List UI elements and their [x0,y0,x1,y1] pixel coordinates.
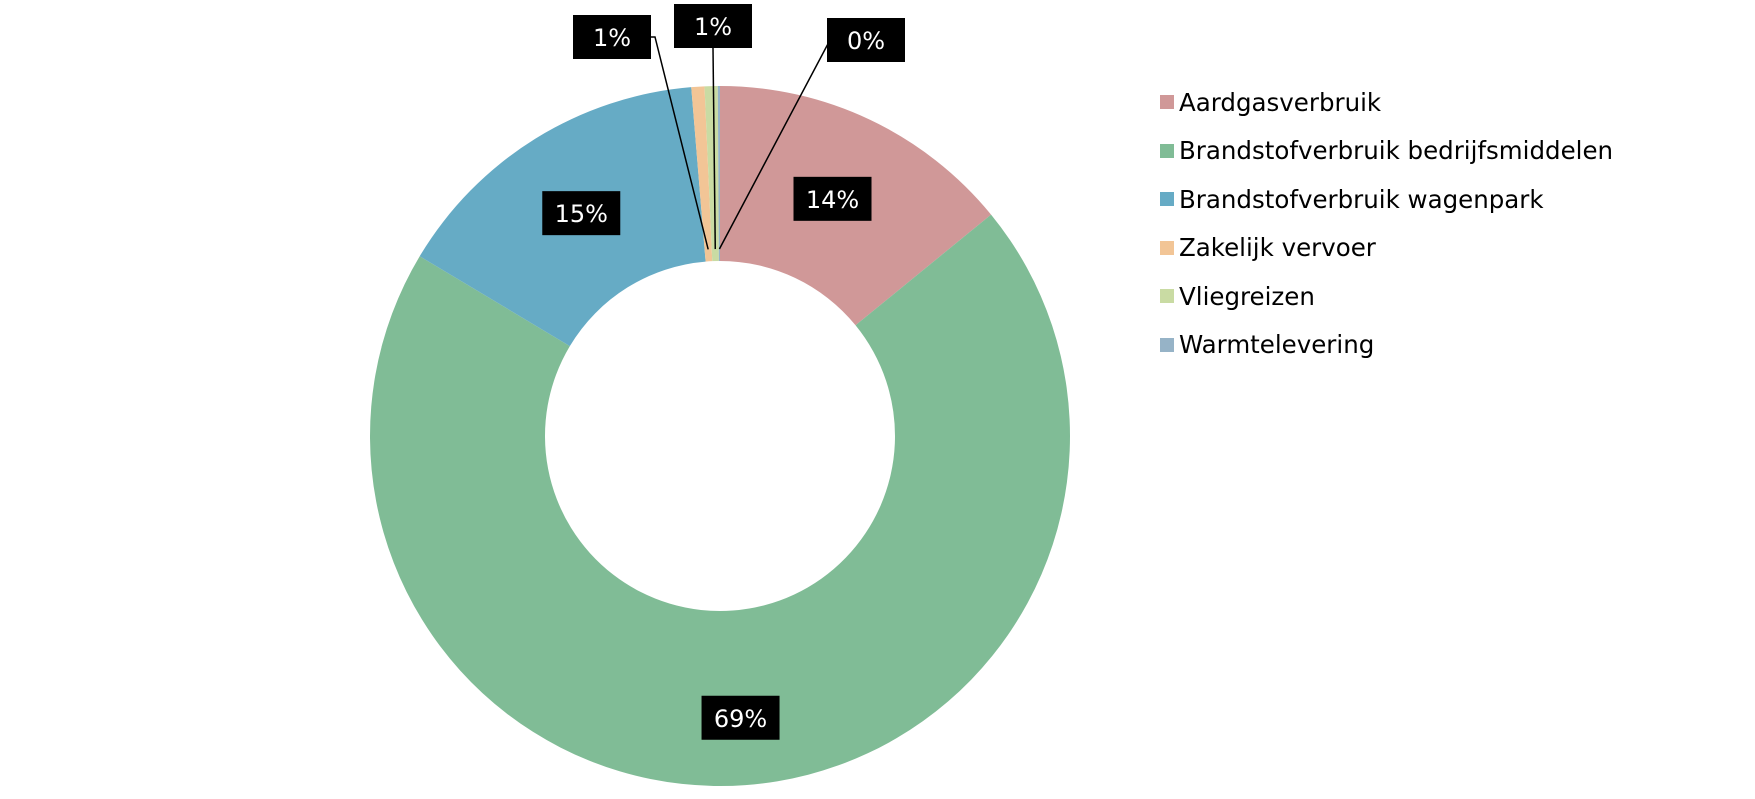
data-labels: 14% 69% 15% 1% 1% 0% [542,4,905,740]
data-label-box [573,15,651,59]
legend-item-aardgasverbruik: Aardgasverbruik [1160,78,1613,127]
legend-label: Vliegreizen [1179,281,1315,311]
legend-swatch [1160,240,1174,255]
legend-swatch [1160,143,1174,158]
slice-warmtelevering [717,86,720,262]
legend-swatch [1160,192,1174,207]
slice-zakelijk-vervoer [691,86,713,262]
legend-item-brandstofverbruik-bedrijfsmiddelen: Brandstofverbruik bedrijfsmiddelen [1160,127,1613,176]
data-label-zakelijk-vervoer: 1% [573,15,651,59]
legend-label: Warmtelevering [1179,330,1375,360]
legend-swatch [1160,289,1174,304]
data-label-text: 14% [806,186,859,214]
legend-label: Brandstofverbruik bedrijfsmiddelen [1179,136,1614,166]
data-label-box [674,4,752,48]
legend-item-zakelijk-vervoer: Zakelijk vervoer [1160,224,1613,273]
data-label-brandstofverbruik-wagenpark: 15% [542,191,621,236]
data-label-text: 1% [593,24,631,52]
legend-swatch [1160,95,1174,110]
data-label-text: 15% [555,200,608,228]
data-label-vliegreizen: 1% [674,4,752,48]
legend-swatch [1160,337,1174,352]
legend-label: Zakelijk vervoer [1179,233,1376,263]
legend-label: Brandstofverbruik wagenpark [1179,184,1544,214]
data-label-box [542,191,621,236]
legend-item-warmtelevering: Warmtelevering [1160,321,1613,370]
legend-item-vliegreizen: Vliegreizen [1160,272,1613,321]
donut-slices [369,86,1070,787]
data-label-brandstofverbruik-bedrijfsmiddelen: 69% [701,695,780,740]
legend: Aardgasverbruik Brandstofverbruik bedrijf… [1160,78,1613,369]
legend-label: Aardgasverbruik [1179,87,1382,117]
data-label-text: 0% [847,27,885,55]
data-label-box [701,695,780,740]
data-label-text: 69% [714,705,767,733]
data-label-text: 1% [694,13,732,41]
legend-item-brandstofverbruik-wagenpark: Brandstofverbruik wagenpark [1160,175,1613,224]
slice-brandstofverbruik-bedrijfsmiddelen [369,214,1070,787]
data-label-box [827,18,905,62]
leader-line-vliegreizen [712,47,717,250]
data-label-aardgasverbruik: 14% [793,176,872,221]
data-label-warmtelevering: 0% [827,18,905,62]
data-label-box [793,176,872,221]
